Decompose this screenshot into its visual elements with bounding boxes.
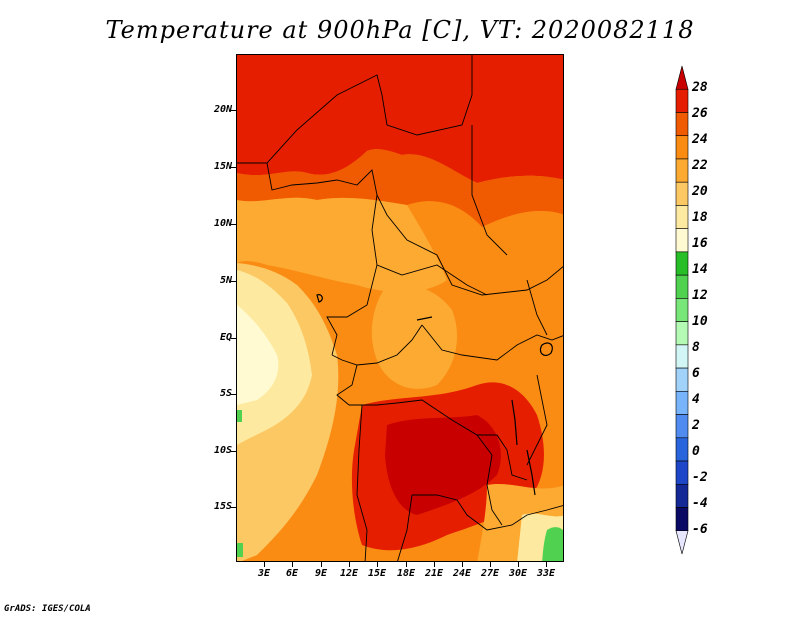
field-cold-spot-se (542, 527, 563, 561)
field-south-hottest (385, 415, 501, 515)
lon-tick (546, 562, 547, 567)
colorbar-segment (675, 344, 689, 369)
lat-label: 15N (213, 161, 232, 172)
colorbar-label: 20 (692, 184, 708, 199)
colorbar-label: 18 (692, 210, 708, 225)
colorbar-segment (675, 205, 689, 229)
field-cold-spot-sw (237, 543, 243, 557)
lon-tick (264, 562, 265, 567)
colorbar-label: -4 (692, 496, 708, 511)
colorbar-segment (675, 251, 689, 276)
colorbar (675, 65, 689, 555)
colorbar-label: 28 (692, 80, 708, 95)
lat-tick (231, 507, 236, 508)
lon-label: 12E (339, 568, 359, 579)
lon-tick (349, 562, 350, 567)
lat-tick (231, 394, 236, 395)
colorbar-segment (675, 228, 689, 253)
lon-label: 21E (424, 568, 444, 579)
lon-label: 27E (480, 568, 500, 579)
lon-label: 9E (314, 568, 328, 579)
field-cold-spot-w (237, 410, 242, 422)
colorbar-segment (675, 274, 689, 299)
lon-label: 6E (285, 568, 299, 579)
colorbar-label: -2 (692, 470, 708, 485)
field-sahel-mild (237, 197, 447, 292)
colorbar-segment (675, 112, 689, 137)
footer-credit: GrADS: IGES/COLA (4, 604, 91, 614)
lat-label: 20N (213, 104, 232, 115)
colorbar-label: 8 (692, 340, 700, 355)
colorbar-label: 4 (692, 392, 700, 407)
lat-tick (231, 451, 236, 452)
map-canvas (237, 55, 563, 561)
lon-tick (434, 562, 435, 567)
lat-label: 5N (219, 275, 232, 286)
lon-tick (377, 562, 378, 567)
colorbar-segment (675, 298, 689, 322)
lat-label: 10S (213, 445, 232, 456)
lat-tick (231, 110, 236, 111)
colorbar-label: 16 (692, 236, 708, 251)
colorbar-segment (675, 414, 689, 439)
lon-label: 18E (396, 568, 416, 579)
colorbar-label: 0 (692, 444, 700, 459)
lat-tick (231, 224, 236, 225)
lon-label: 30E (508, 568, 528, 579)
colorbar-segment (675, 321, 689, 346)
lon-label: 24E (452, 568, 472, 579)
lon-tick (292, 562, 293, 567)
colorbar-segment (675, 65, 689, 90)
colorbar-segment (675, 367, 689, 392)
lat-label: 5S (219, 388, 232, 399)
field-north-hot (237, 55, 563, 183)
lon-label: 3E (257, 568, 271, 579)
lon-tick (462, 562, 463, 567)
colorbar-segment (675, 391, 689, 415)
map-title: Temperature at 900hPa [C], VT: 202008211… (105, 16, 695, 44)
lat-label: 10N (213, 218, 232, 229)
colorbar-label: 2 (692, 418, 700, 433)
colorbar-label: 26 (692, 106, 708, 121)
colorbar-segment (675, 437, 689, 462)
lon-tick (406, 562, 407, 567)
temperature-map (236, 54, 564, 562)
colorbar-segment (675, 483, 689, 508)
colorbar-label: 22 (692, 158, 708, 173)
colorbar-label: 14 (692, 262, 708, 277)
lon-tick (518, 562, 519, 567)
lon-label: 33E (536, 568, 556, 579)
colorbar-segment (675, 460, 689, 485)
colorbar-segment (675, 88, 689, 113)
lat-tick (231, 281, 236, 282)
lat-tick (231, 338, 236, 339)
colorbar-segment (675, 181, 689, 206)
lakes (316, 294, 553, 496)
colorbar-label: 12 (692, 288, 708, 303)
colorbar-label: 10 (692, 314, 708, 329)
colorbar-segment (675, 507, 689, 532)
country-borders (237, 55, 563, 561)
colorbar-label: 6 (692, 366, 700, 381)
lat-tick (231, 167, 236, 168)
field-north-transition (237, 149, 563, 227)
lat-label: 15S (213, 501, 232, 512)
colorbar-label: 24 (692, 132, 708, 147)
colorbar-segment (675, 530, 689, 555)
lon-tick (321, 562, 322, 567)
colorbar-segment (675, 158, 689, 183)
colorbar-label: -6 (692, 522, 708, 537)
lat-label: EQ (219, 332, 232, 343)
field-gulf-coolest (237, 305, 279, 405)
lon-tick (490, 562, 491, 567)
lon-label: 15E (367, 568, 387, 579)
colorbar-segment (675, 135, 689, 160)
